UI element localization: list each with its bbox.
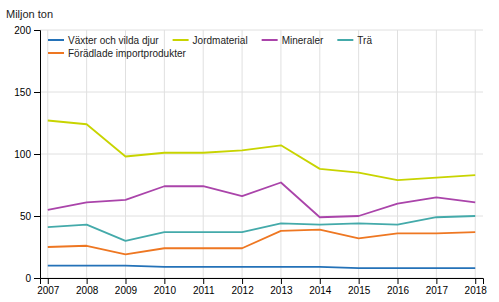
- series-line: [48, 121, 475, 181]
- y-tick: 100: [14, 149, 40, 160]
- x-tick-mark: [281, 278, 282, 284]
- x-tick-mark: [48, 278, 49, 284]
- legend-item: Trä: [337, 35, 372, 46]
- x-tick: 2008: [76, 278, 99, 296]
- series-line: [48, 183, 475, 218]
- legend-swatch: [262, 39, 278, 41]
- x-tick-label: 2008: [76, 285, 99, 296]
- grid: [40, 30, 483, 278]
- lines: [48, 121, 475, 269]
- y-grid-line: [40, 30, 483, 31]
- legend-swatch: [48, 39, 64, 41]
- x-tick-mark: [359, 278, 360, 284]
- x-tick: 2017: [426, 278, 449, 296]
- legend-item: Jordmaterial: [173, 35, 248, 46]
- x-grid-line: [475, 30, 476, 278]
- legend-label: Jordmaterial: [193, 35, 248, 46]
- series-line: [48, 216, 475, 241]
- x-tick-label: 2010: [154, 285, 177, 296]
- legend-swatch: [337, 39, 353, 41]
- x-grid-line: [319, 30, 320, 278]
- x-tick-mark: [125, 278, 126, 284]
- x-tick: 2012: [231, 278, 254, 296]
- y-tick: 200: [14, 25, 40, 36]
- x-grid-line: [436, 30, 437, 278]
- legend-swatch: [48, 52, 64, 54]
- legend-item: Växter och vilda djur: [48, 35, 159, 46]
- y-tick: 50: [20, 211, 40, 222]
- y-grid-line: [40, 216, 483, 217]
- x-tick: 2010: [154, 278, 177, 296]
- y-tick-label: 150: [14, 87, 31, 98]
- legend-label: Mineraler: [282, 35, 324, 46]
- legend-item: Förädlade importprodukter: [48, 48, 187, 59]
- chart: 2007 2008 2009 2010 2011 2012 2013 2014 2015 2016…: [0, 0, 499, 302]
- y-tick: 0: [25, 273, 40, 284]
- x-grid-line: [397, 30, 398, 278]
- x-tick-label: 2016: [387, 285, 410, 296]
- y-tick-mark: [34, 30, 40, 31]
- x-tick-label: 2014: [309, 285, 332, 296]
- x-tick: 2009: [115, 278, 138, 296]
- x-tick-label: 2009: [115, 285, 138, 296]
- series-line: [48, 266, 475, 268]
- legend: Växter och vilda djur Jordmaterial Mineral…: [48, 35, 372, 59]
- legend-label: Förädlade importprodukter: [68, 48, 187, 59]
- x-tick-mark: [475, 278, 476, 284]
- y-tick-label: 0: [25, 273, 31, 284]
- y-tick-mark: [34, 278, 40, 279]
- x-tick-mark: [320, 278, 321, 284]
- legend-swatch: [173, 39, 189, 41]
- series-line: [48, 230, 475, 255]
- y-grid-line: [40, 154, 483, 155]
- x-tick-label: 2018: [465, 285, 488, 296]
- y-tick: 150: [14, 87, 40, 98]
- x-tick-label: 2007: [37, 285, 60, 296]
- x-tick: 2007: [37, 278, 60, 296]
- x-axis-line: [41, 279, 484, 285]
- x-tick-mark: [87, 278, 88, 284]
- y-axis: 0 50 100 150 200: [14, 25, 40, 284]
- x-grid-line: [164, 30, 165, 278]
- x-tick: 2011: [193, 278, 215, 296]
- y-grid-line: [40, 92, 483, 93]
- legend-label: Trä: [357, 35, 372, 46]
- x-tick: 2013: [270, 278, 293, 296]
- plot-area: 2007 2008 2009 2010 2011 2012 2013 2014 2015 2016…: [14, 25, 487, 296]
- y-tick-mark: [34, 216, 40, 217]
- x-tick-mark: [203, 278, 204, 284]
- legend-label: Växter och vilda djur: [68, 35, 159, 46]
- x-tick-mark: [398, 278, 399, 284]
- x-grid-line: [358, 30, 359, 278]
- x-tick-label: 2013: [270, 285, 293, 296]
- x-tick-mark: [242, 278, 243, 284]
- x-grid-line: [242, 30, 243, 278]
- y-tick-label: 200: [14, 25, 31, 36]
- x-tick: 2016: [387, 278, 410, 296]
- x-grid-line: [47, 30, 48, 278]
- x-tick-label: 2012: [231, 285, 254, 296]
- y-tick-label: 50: [20, 211, 32, 222]
- y-axis-line: [34, 31, 41, 279]
- x-tick-label: 2017: [426, 285, 449, 296]
- x-tick-mark: [436, 278, 437, 284]
- y-tick-mark: [34, 92, 40, 93]
- x-tick-mark: [164, 278, 165, 284]
- x-tick: 2018: [465, 278, 488, 296]
- x-tick: 2014: [309, 278, 332, 296]
- x-tick-label: 2015: [348, 285, 371, 296]
- y-tick-mark: [34, 154, 40, 155]
- x-grid-line: [86, 30, 87, 278]
- y-tick-label: 100: [14, 149, 31, 160]
- x-tick-label: 2011: [193, 285, 215, 296]
- x-grid-line: [203, 30, 204, 278]
- x-grid-line: [280, 30, 281, 278]
- x-tick: 2015: [348, 278, 371, 296]
- x-axis: 2007 2008 2009 2010 2011 2012 2013 2014 2015 2016…: [37, 278, 487, 296]
- legend-item: Mineraler: [262, 35, 324, 46]
- y-axis-title: Miljon ton: [6, 8, 53, 20]
